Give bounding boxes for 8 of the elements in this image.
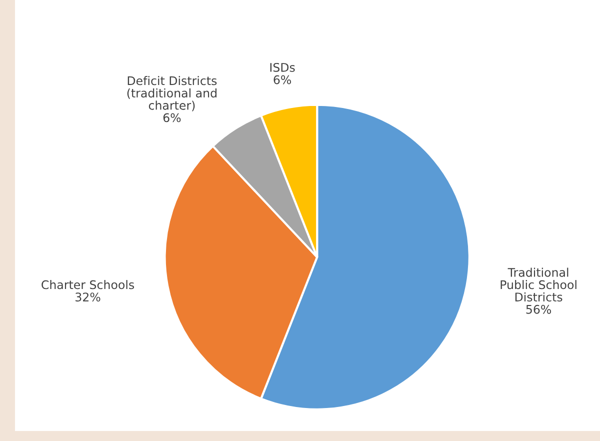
data-label: 6%	[163, 113, 181, 122]
data-label: 6%	[274, 75, 291, 84]
slice-label: Charter Schools	[42, 280, 134, 290]
slice-label: ISDs	[270, 62, 295, 72]
data-label: 32%	[76, 292, 100, 302]
slice-label: Traditional Public School Districts	[500, 268, 576, 302]
slice-label: Deficit Districts (traditional and charter)	[127, 76, 217, 112]
data-label: 56%	[526, 304, 552, 314]
